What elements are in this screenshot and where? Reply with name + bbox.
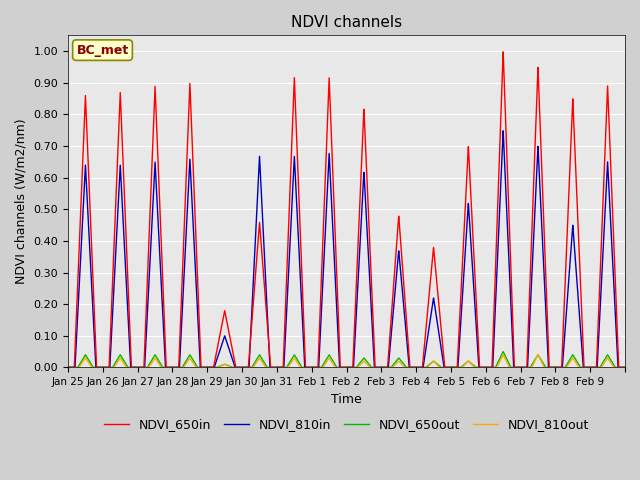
NDVI_810out	[326, 356, 333, 362]
NDVI_650out	[499, 349, 507, 355]
NDVI_810in	[489, 362, 497, 368]
NDVI_810out	[489, 364, 497, 370]
NDVI_650in	[388, 297, 396, 303]
X-axis label: Time: Time	[331, 393, 362, 406]
Text: BC_met: BC_met	[76, 44, 129, 57]
NDVI_650out	[64, 364, 72, 370]
NDVI_810out	[621, 364, 629, 370]
NDVI_810out	[534, 352, 542, 358]
NDVI_650in	[499, 49, 507, 55]
NDVI_810in	[404, 347, 412, 353]
NDVI_810in	[621, 364, 629, 370]
Line: NDVI_810out: NDVI_810out	[68, 355, 625, 367]
NDVI_810in	[388, 317, 396, 323]
NDVI_650in	[621, 364, 629, 370]
NDVI_650out	[404, 364, 412, 370]
Y-axis label: NDVI channels (W/m2/nm): NDVI channels (W/m2/nm)	[15, 119, 28, 284]
NDVI_650in	[84, 141, 92, 146]
NDVI_650in	[326, 93, 333, 99]
NDVI_810out	[278, 364, 286, 370]
NDVI_650out	[278, 364, 286, 370]
Line: NDVI_650in: NDVI_650in	[68, 52, 625, 367]
Title: NDVI channels: NDVI channels	[291, 15, 402, 30]
NDVI_650out	[84, 355, 92, 361]
NDVI_810out	[64, 364, 72, 370]
NDVI_810in	[64, 364, 72, 370]
NDVI_650out	[326, 353, 333, 359]
NDVI_650in	[404, 334, 412, 340]
NDVI_650out	[489, 364, 497, 370]
NDVI_650out	[621, 364, 629, 370]
NDVI_810in	[84, 201, 92, 206]
NDVI_810out	[388, 364, 396, 370]
NDVI_650in	[64, 364, 72, 370]
NDVI_650in	[489, 342, 497, 348]
NDVI_650out	[388, 363, 396, 369]
Legend: NDVI_650in, NDVI_810in, NDVI_650out, NDVI_810out: NDVI_650in, NDVI_810in, NDVI_650out, NDV…	[99, 413, 594, 436]
NDVI_810in	[326, 165, 333, 171]
NDVI_810out	[84, 358, 92, 364]
NDVI_810in	[278, 364, 286, 370]
NDVI_810in	[499, 128, 507, 133]
Line: NDVI_650out: NDVI_650out	[68, 352, 625, 367]
NDVI_810out	[404, 364, 412, 370]
Line: NDVI_810in: NDVI_810in	[68, 131, 625, 367]
NDVI_650in	[278, 364, 286, 370]
